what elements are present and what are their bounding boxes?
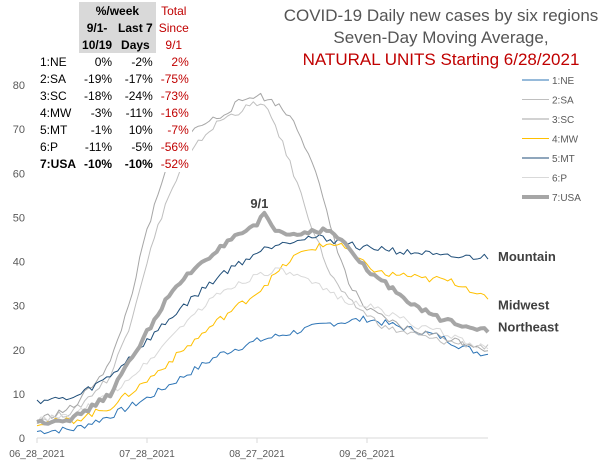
chart-title-line-3: NATURAL UNITS Starting 6/28/2021 [302,50,580,69]
x-tick-label: 07_28_2021 [119,449,175,460]
table-row: 6:P -11% -5% -56% [37,138,192,155]
table-cell-c: -16% [160,105,189,120]
table-cell-b: -2% [131,54,153,69]
table-header-row: %/week Total [37,2,192,19]
table-subheader-row-2: 10/19 Days 9/1 [37,36,192,53]
series-line-5-mt [36,234,489,405]
table-cell-c: -75% [160,71,189,86]
table-header-weekly: %/week [79,2,156,19]
x-tick-label: 08_27_2021 [229,449,285,460]
y-tick-label: 30 [13,301,25,313]
table-cell-a: -18% [84,88,113,103]
table-cell-region: 3:SC [37,87,80,104]
series-line-7-usa [36,210,490,426]
table-row: 1:NE 0% -2% 2% [37,53,192,70]
table-subheader-row: 9/1- Last 7 Since [37,19,192,36]
legend-label: 3:SC [552,115,574,126]
x-tick-label: 09_26_2021 [339,449,395,460]
table-cell-a: -3% [90,105,113,120]
table-row: 7:USA -10% -10% -52% [37,155,192,172]
y-tick-label: 40 [13,257,25,269]
chart-legend: 1:NE 2:SA 3:SC 4:MW 5:MT 6:P 7:USA [522,76,581,204]
table-cell-b: -5% [131,139,153,154]
chart-annotations: 9/1 Mountain Midwest Northeast [250,196,559,335]
table-cell-region: 2:SA [37,70,80,87]
y-tick-label: 80 [13,80,25,92]
table-cell-region: 7:USA [37,155,80,172]
y-tick-label: 70 [13,124,25,136]
table-subheader-last7: Last 7 [115,19,156,36]
chart-title-line-1: COVID-19 Daily new cases by six regions [283,6,599,25]
table-cell-a: 0% [94,54,113,69]
chart-series [36,92,490,435]
legend-label: 2:SA [552,96,574,107]
table-row: 3:SC -18% -24% -73% [37,87,192,104]
table-row: 5:MT -1% 10% -7% [37,121,192,138]
table-subheader-range-end: 10/19 [79,36,116,53]
summary-table: %/week Total 9/1- Last 7 Since 10/19 Day… [37,2,192,172]
table-row: 2:SA -19% -17% -75% [37,70,192,87]
y-tick-label: 50 [13,212,25,224]
annotation-label: Northeast [498,320,559,335]
table-cell-region: 5:MT [37,121,80,138]
series-line-1-ne [36,315,489,435]
table-cell-a: -10% [84,156,113,171]
table-cell-c: -52% [160,156,189,171]
legend-label: 5:MT [552,154,575,165]
series-line-4-mw [36,242,489,427]
table-cell-b: -17% [124,71,153,86]
table-cell-b: -24% [124,88,153,103]
table-cell-region: 4:MW [37,104,80,121]
table-body: 1:NE 0% -2% 2% 2:SA -19% -17% -75% 3:SC -18% -24% -… [37,53,192,172]
table-subheader-since: Since [155,19,192,36]
legend-label: 7:USA [552,193,581,204]
y-tick-label: 10 [13,389,25,401]
table-cell-c: -7% [167,122,189,137]
table-cell-region: 1:NE [37,53,80,70]
legend-label: 4:MW [552,135,579,146]
table-cell-b: -10% [124,156,153,171]
y-tick-label: 20 [13,345,25,357]
table-subheader-days: Days [115,36,156,53]
series-line-2-sa [36,101,489,425]
table-cell-b: 10% [128,122,153,137]
annotation-label: Mountain [498,249,556,264]
table-header-total: Total [155,2,192,19]
legend-label: 1:NE [552,76,575,87]
legend-label: 6:P [552,174,567,185]
x-tick-label: 06_28_2021 [9,449,65,460]
table-cell-c: -56% [160,139,189,154]
table-cell-region: 6:P [37,138,80,155]
table-subheader-date: 9/1 [155,36,192,53]
table-subheader-range: 9/1- [79,19,116,36]
table-cell-a: -19% [84,71,113,86]
table-cell-a: -11% [84,139,113,154]
table-cell-b: -11% [125,105,153,120]
table-cell-c: 2% [171,54,189,69]
chart-title-line-2: Seven-Day Moving Average, [333,28,549,47]
annotation-label: 9/1 [250,196,268,211]
table-cell-c: -73% [160,88,189,103]
annotation-label: Midwest [498,298,550,313]
y-tick-label: 60 [13,168,25,180]
y-tick-label: 0 [19,433,25,445]
series-line-3-sc [36,92,489,421]
table-row: 4:MW -3% -11% -16% [37,104,192,121]
chart-axes: 0 10 20 30 40 50 60 70 80 06_28_2021 07_28_2021 08_… [9,80,488,460]
table-cell-a: -1% [90,122,113,137]
